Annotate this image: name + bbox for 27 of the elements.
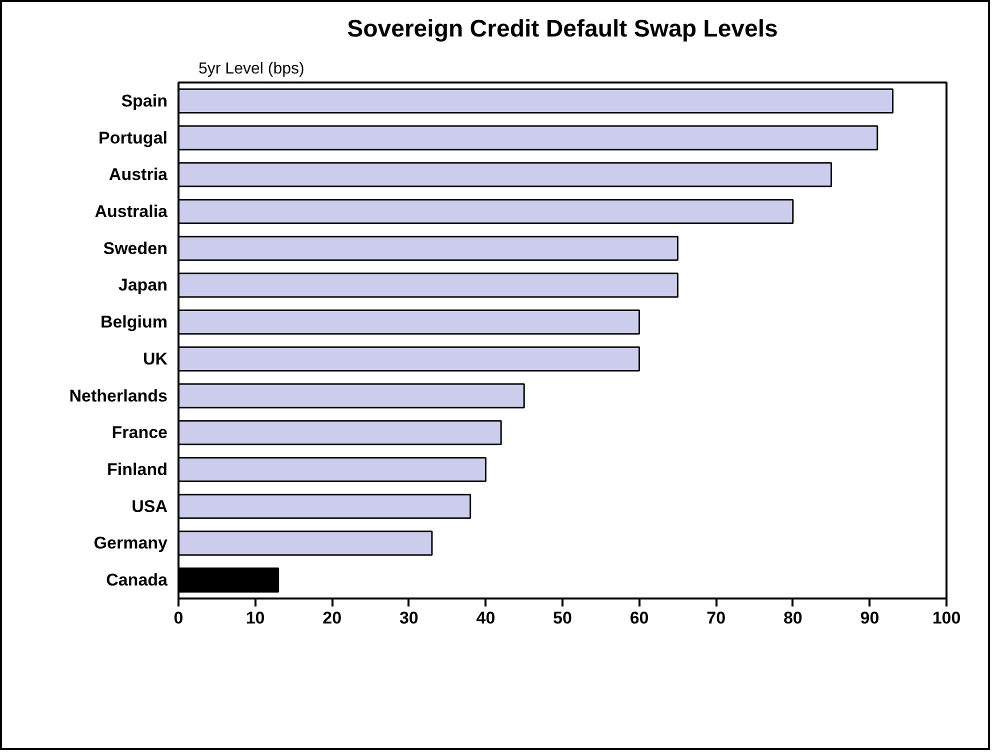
- x-tick-label: 40: [476, 608, 496, 628]
- x-tick-label: 10: [246, 608, 265, 628]
- y-tick-label: Australia: [94, 202, 168, 221]
- y-tick-label: Finland: [107, 460, 168, 479]
- x-tick-label: 100: [932, 608, 961, 628]
- y-tick-label: Portugal: [98, 128, 168, 148]
- y-tick-label: France: [112, 423, 168, 442]
- x-tick-label: 50: [553, 608, 572, 628]
- x-tick-label: 20: [322, 608, 342, 628]
- x-tick-label: 90: [860, 608, 880, 628]
- y-tick-label: Belgium: [100, 312, 168, 332]
- x-tick-label: 30: [399, 608, 418, 628]
- y-tick-label: Spain: [121, 91, 168, 110]
- x-tick-label: 80: [783, 608, 802, 628]
- x-tick-label: 60: [630, 608, 649, 628]
- y-tick-label: Germany: [94, 534, 168, 553]
- chart-title: Sovereign Credit Default Swap Levels: [347, 16, 778, 42]
- x-tick-label: 0: [174, 608, 184, 628]
- x-axis-title: 5yr Level (bps): [198, 60, 304, 78]
- y-tick-label: Canada: [106, 570, 168, 590]
- y-tick-label: UK: [142, 349, 168, 368]
- y-tick-label: USA: [132, 496, 168, 516]
- x-tick-label: 70: [706, 608, 726, 628]
- y-tick-label: Netherlands: [69, 386, 168, 406]
- y-tick-label: Austria: [108, 165, 168, 184]
- y-tick-label: Japan: [118, 276, 168, 295]
- y-tick-label: Sweden: [103, 238, 168, 258]
